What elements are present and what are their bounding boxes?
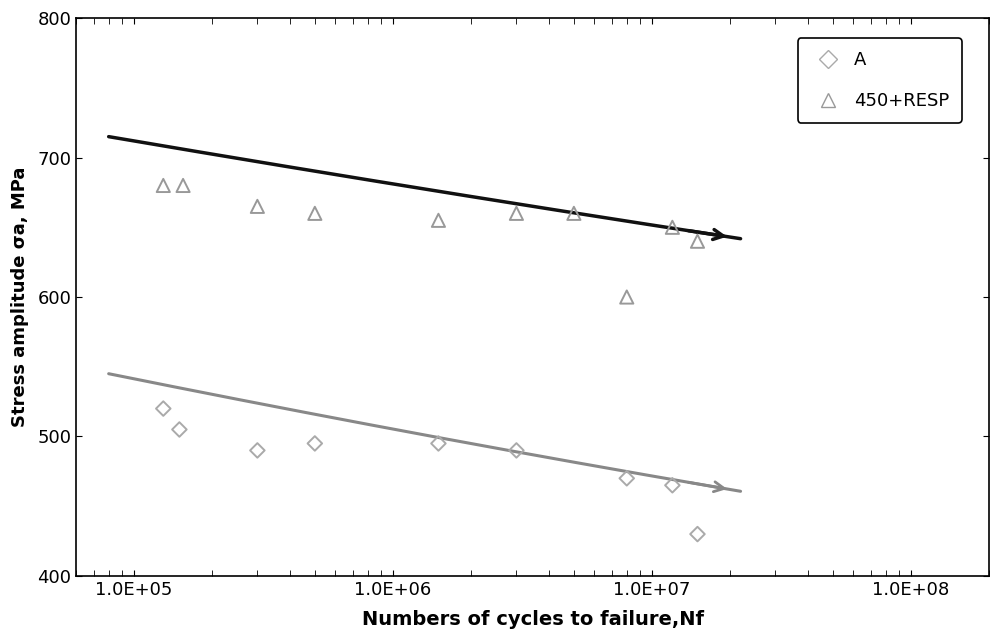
Point	[664, 222, 680, 232]
Point	[619, 473, 635, 483]
Point	[619, 292, 635, 302]
Point	[155, 180, 171, 191]
Point	[307, 208, 323, 218]
Point	[566, 208, 582, 218]
Point	[249, 201, 265, 211]
Point	[171, 424, 187, 435]
Point	[664, 480, 680, 490]
Point	[508, 208, 524, 218]
Point	[155, 403, 171, 413]
Legend: A, 450+RESP: A, 450+RESP	[798, 38, 962, 123]
Point	[689, 236, 705, 246]
Y-axis label: Stress amplitude σa, MPa: Stress amplitude σa, MPa	[11, 167, 29, 428]
Point	[508, 445, 524, 456]
Point	[430, 438, 446, 449]
Point	[689, 529, 705, 540]
Point	[307, 438, 323, 449]
Point	[430, 215, 446, 225]
Point	[175, 180, 191, 191]
X-axis label: Numbers of cycles to failure,Nf: Numbers of cycles to failure,Nf	[362, 610, 704, 629]
Point	[249, 445, 265, 456]
